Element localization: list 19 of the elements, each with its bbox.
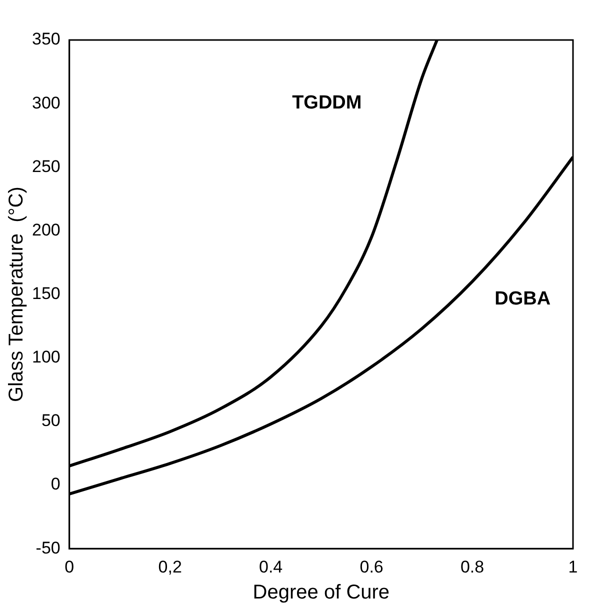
x-tick-label: 0.6 — [360, 557, 384, 576]
y-tick-label: 250 — [32, 156, 60, 176]
y-axis-title: Glass Temperature (°C) — [6, 186, 28, 402]
x-tick-label: 0.8 — [460, 557, 484, 576]
y-tick-label: 200 — [32, 220, 60, 240]
y-tick-label: 50 — [41, 411, 60, 430]
x-tick-label: 0,2 — [158, 557, 182, 576]
y-tick-label: 350 — [32, 30, 60, 49]
y-tick-label: 150 — [32, 284, 60, 303]
y-tick-label: 0 — [50, 474, 60, 494]
y-tick-label: 100 — [32, 348, 60, 367]
series-label: DGBA — [494, 288, 551, 310]
x-axis-title: Degree of Cure — [252, 582, 390, 604]
text: TGDDM — [292, 92, 362, 114]
x-tick-label: 0 — [64, 557, 74, 576]
y-tick-label: -50 — [36, 538, 60, 558]
x-tick-label: 0.4 — [259, 557, 283, 576]
x-tick-label: 1 — [568, 557, 578, 576]
y-tick-label: 300 — [32, 93, 60, 112]
